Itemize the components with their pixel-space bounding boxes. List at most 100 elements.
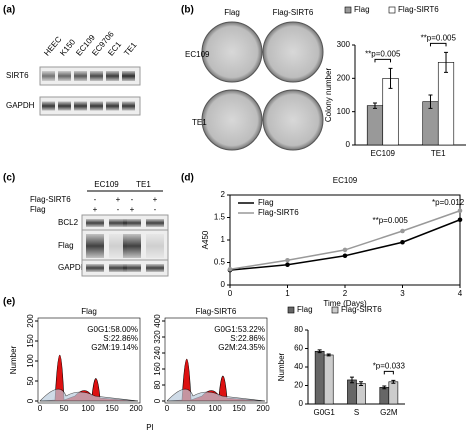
x-axis-label: Time (Days) — [323, 299, 367, 308]
point — [400, 228, 405, 234]
band — [58, 101, 71, 111]
band — [123, 234, 141, 258]
point — [457, 208, 463, 214]
legend-label: Flag — [354, 5, 370, 14]
flow-histograms — [37, 317, 268, 404]
x-tick-label: 200 — [256, 404, 270, 413]
x-tick-label: G2M — [380, 408, 398, 417]
bar — [366, 105, 384, 146]
condition-label: Flag-SIRT6 — [30, 195, 71, 204]
y-tick-label: 150 — [26, 334, 35, 348]
x-tick-label: 0 — [165, 404, 170, 413]
sign: - — [154, 205, 157, 214]
y-axis-label: Number — [9, 345, 18, 374]
band — [42, 71, 55, 81]
annotation: **p=0.005 — [421, 33, 457, 42]
point — [342, 253, 348, 259]
x-tick-label: 100 — [208, 404, 222, 413]
annotation: *p=0.012 — [432, 198, 465, 207]
point — [400, 239, 405, 245]
stat: S:22.86% — [230, 334, 265, 343]
x-tick-label: 4 — [458, 289, 463, 298]
bar — [379, 387, 390, 405]
error-bar — [388, 67, 393, 89]
x-tick-label: 0 — [228, 289, 233, 298]
band — [146, 234, 164, 258]
band — [42, 101, 55, 111]
chart-title: EC109 — [333, 176, 358, 185]
error-bar — [349, 376, 354, 384]
sign: + — [93, 205, 98, 214]
bracket — [429, 42, 447, 47]
x-tick-label: 50 — [60, 404, 69, 413]
y-tick-label: 100 — [26, 354, 35, 368]
panel-label: (b) — [181, 5, 194, 16]
legend-label: Flag — [258, 198, 274, 207]
band — [146, 219, 164, 227]
legend-label: Flag-SIRT6 — [341, 305, 382, 314]
bar — [388, 381, 399, 405]
error-bar — [391, 379, 396, 384]
stat: G0G1:53.22% — [214, 325, 265, 334]
band — [74, 101, 87, 111]
condition-label: Flag — [30, 205, 46, 214]
band — [58, 71, 71, 81]
band — [106, 71, 119, 81]
y-tick-label: 0 — [299, 399, 304, 408]
band — [106, 101, 119, 111]
point — [342, 247, 348, 253]
y-tick-label: 60 — [294, 344, 303, 353]
legend-swatch — [287, 306, 295, 314]
legend-label: Flag-SIRT6 — [398, 5, 439, 14]
y-tick-label: 160 — [153, 362, 162, 376]
y-tick-label: 0 — [346, 140, 351, 149]
point — [285, 257, 290, 263]
bar — [314, 350, 325, 405]
colony-plates — [201, 21, 324, 151]
y-tick-label: 240 — [153, 346, 162, 360]
band — [109, 264, 127, 272]
band — [86, 264, 104, 272]
bar — [437, 62, 455, 146]
y-axis-label: Colony number — [324, 68, 333, 123]
row-label: GAPDH — [6, 101, 35, 110]
x-tick-label: 50 — [187, 404, 196, 413]
annotation: **p=0.005 — [373, 216, 409, 225]
sign: + — [153, 195, 158, 204]
x-tick-label: 200 — [129, 404, 143, 413]
row-label: TE1 — [192, 118, 207, 127]
band — [109, 219, 127, 227]
y-tick-label: 0 — [26, 398, 35, 403]
x-tick-label: 100 — [81, 404, 95, 413]
legend-label: Flag — [297, 305, 313, 314]
legend-label: Flag-SIRT6 — [258, 208, 299, 217]
y-tick-label: 1.5 — [214, 213, 226, 222]
line — [229, 219, 461, 271]
sign: - — [117, 205, 120, 214]
sign: - — [131, 195, 134, 204]
band — [122, 71, 135, 81]
bracket — [374, 58, 392, 63]
sign: + — [116, 195, 121, 204]
row-label: BCL2 — [58, 218, 79, 227]
plot-title: Flag — [81, 307, 97, 316]
stat: S:22.86% — [103, 334, 138, 343]
bar — [356, 383, 366, 405]
y-tick-label: 1 — [221, 235, 226, 244]
band — [146, 264, 164, 272]
legend-swatch — [344, 6, 352, 14]
band — [109, 234, 127, 258]
group-label: TE1 — [136, 180, 151, 189]
stat: G2M:24.35% — [218, 343, 265, 352]
y-tick-label: 20 — [294, 381, 303, 390]
bracket — [383, 370, 394, 375]
row-label: GAPDH — [58, 263, 87, 272]
error-bar — [317, 349, 322, 354]
y-tick-label: 80 — [294, 325, 303, 334]
panel-label: (c) — [3, 173, 15, 184]
group-label: EC109 — [94, 180, 119, 189]
error-bar — [382, 385, 387, 390]
error-bar — [326, 353, 331, 357]
band — [74, 71, 87, 81]
